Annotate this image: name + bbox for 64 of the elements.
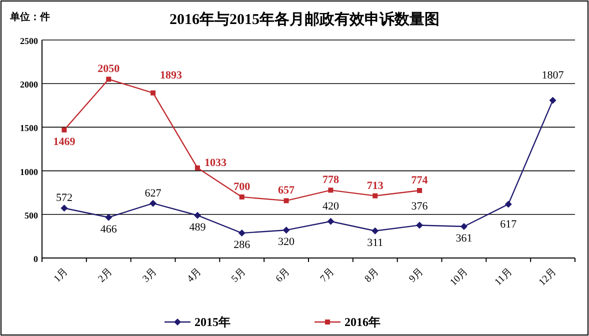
point [60, 204, 68, 212]
data-label: 617 [500, 218, 518, 230]
data-label: 572 [56, 192, 72, 204]
x-tick-label: 9月 [407, 266, 426, 285]
point [372, 227, 379, 234]
point [416, 222, 424, 229]
y-tick-label: 500 [24, 210, 38, 220]
data-label: 1033 [204, 156, 227, 169]
point [460, 223, 468, 230]
data-label: 311 [367, 236, 384, 249]
point [150, 90, 156, 96]
chart-title: 2016年与2015年各月邮政有效申诉数量图 [170, 11, 440, 28]
point [328, 188, 334, 193]
point [62, 127, 67, 132]
x-tick-label: 3月 [140, 266, 160, 285]
x-tick-label: 10月 [448, 266, 470, 288]
data-label: 774 [411, 174, 428, 187]
point [106, 76, 112, 82]
text: 单位：件 [9, 11, 50, 23]
x-tick-label: 11月 [492, 266, 514, 288]
point [150, 200, 157, 207]
legend-label: 2015年 [194, 315, 230, 329]
data-label: 420 [322, 200, 340, 212]
point [194, 165, 200, 170]
x-tick-label: 6月 [274, 266, 292, 285]
point [549, 96, 556, 104]
data-label: 2050 [98, 63, 120, 76]
y-tick-label: 1000 [20, 166, 38, 177]
x-tick-label: 1月 [52, 266, 70, 285]
data-label: 700 [234, 180, 251, 193]
point [238, 230, 246, 237]
data-label: 320 [278, 236, 296, 248]
y-tick-label: 2500 [20, 36, 38, 46]
data-label: 1893 [160, 70, 183, 82]
x-tick-label: 8月 [362, 266, 382, 285]
data-label: 627 [144, 187, 162, 200]
point [105, 214, 112, 221]
data-label: 361 [456, 232, 472, 245]
data-label: 286 [234, 239, 251, 252]
point [504, 200, 512, 208]
point [284, 198, 289, 204]
x-tick-label: 4月 [185, 266, 204, 285]
data-label: 376 [411, 200, 428, 212]
point [194, 212, 201, 219]
data-label: 713 [366, 180, 384, 192]
point [417, 188, 422, 194]
y-tick-label: 0 [34, 254, 38, 264]
legend-label: 2016年 [344, 315, 380, 329]
x-tick-label: 7月 [318, 266, 337, 285]
data-label: 1469 [53, 136, 76, 148]
x-tick-label: 2月 [96, 266, 115, 285]
x-tick-label: 12月 [536, 266, 559, 288]
data-label: 466 [100, 223, 118, 236]
x-tick-label: 5月 [230, 266, 248, 285]
data-label: 778 [322, 174, 340, 186]
data-label: 657 [278, 184, 296, 197]
point [282, 226, 290, 234]
point [372, 193, 378, 198]
y-tick-label: 1500 [20, 123, 38, 134]
data-label: 489 [189, 221, 206, 234]
data-label: 1807 [542, 70, 564, 82]
point [239, 194, 244, 200]
point [327, 218, 334, 225]
y-tick-label: 2000 [20, 80, 38, 90]
